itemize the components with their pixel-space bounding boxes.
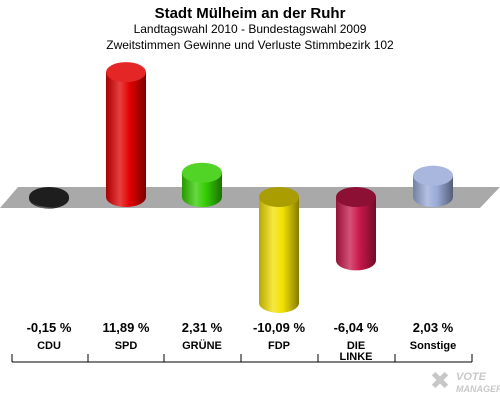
category-label: GRÜNE <box>182 339 222 352</box>
value-label: -0,15 % <box>27 320 72 335</box>
value-label: 11,89 % <box>103 320 150 335</box>
chart-title: Stadt Mülheim an der Ruhr <box>154 5 346 22</box>
category-label: Sonstige <box>410 340 456 352</box>
category-label: DIE <box>347 340 365 352</box>
category-label: CDU <box>37 340 61 352</box>
bar-die-linke <box>336 187 376 271</box>
value-label: 2,31 % <box>182 320 223 335</box>
bar-gruene <box>182 162 222 207</box>
logo-line-2: MANAGER <box>456 384 500 394</box>
bar-fdp <box>259 187 299 313</box>
value-label: 2,03 % <box>413 320 454 335</box>
labels-group: -0,15 % 11,89 % 2,31 % -10,09 % -6,04 % 2,03 … <box>27 320 454 335</box>
bar-spd <box>106 62 146 207</box>
category-label: LINKE <box>340 351 373 363</box>
bar-sonstige <box>413 165 453 207</box>
value-label: -6,04 % <box>334 320 379 335</box>
bars-group <box>29 62 453 313</box>
category-label: SPD <box>115 340 138 352</box>
logo-line-1: VOTE <box>456 371 487 383</box>
chart-subtitle-election: Landtagswahl 2010 - Bundestagswahl 2009 <box>133 22 367 36</box>
bar-cdu <box>29 187 69 209</box>
chart-subtitle-district: Zweitstimmen Gewinne und Verluste Stimmb… <box>106 38 394 52</box>
vote-manager-logo: VOTE MANAGER <box>431 371 500 394</box>
value-label: -10,09 % <box>253 320 305 335</box>
category-label: FDP <box>268 340 290 352</box>
